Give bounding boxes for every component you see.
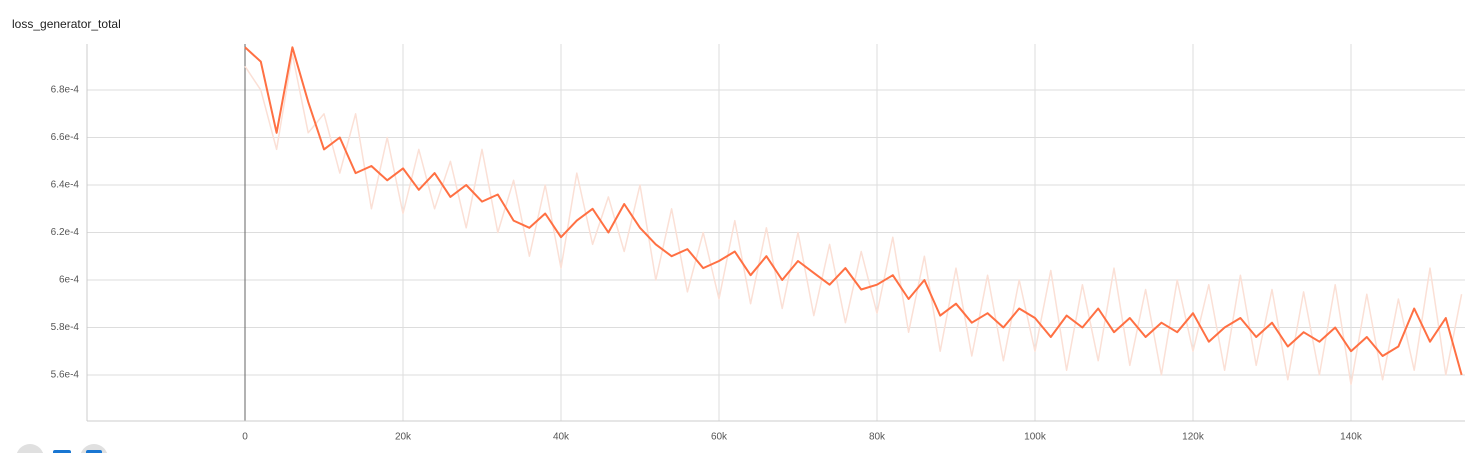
series-line xyxy=(244,46,1463,376)
button[interactable] xyxy=(16,444,44,458)
x-tick-label: 40k xyxy=(553,432,570,443)
series-line xyxy=(244,53,1463,386)
y-tick-label: 6.8e-4 xyxy=(51,85,80,96)
y-tick-label: 5.8e-4 xyxy=(51,322,80,333)
y-tick-label: 6.2e-4 xyxy=(51,227,80,238)
chart-title: loss_generator_total xyxy=(12,17,121,31)
y-tick-label: 5.6e-4 xyxy=(51,370,80,381)
y-tick-label: 6e-4 xyxy=(59,275,79,286)
plot-area xyxy=(244,46,1463,386)
y-tick-label: 6.4e-4 xyxy=(51,180,80,191)
y-tick-label: 6.6e-4 xyxy=(51,132,80,143)
x-tick-label: 0 xyxy=(242,432,248,443)
x-tick-label: 100k xyxy=(1024,432,1047,443)
x-tick-label: 80k xyxy=(869,432,886,443)
x-tick-label: 60k xyxy=(711,432,728,443)
x-tick-label: 20k xyxy=(395,432,412,443)
x-tick-label: 140k xyxy=(1340,432,1363,443)
grid xyxy=(86,44,1465,422)
x-tick-label: 120k xyxy=(1182,432,1205,443)
